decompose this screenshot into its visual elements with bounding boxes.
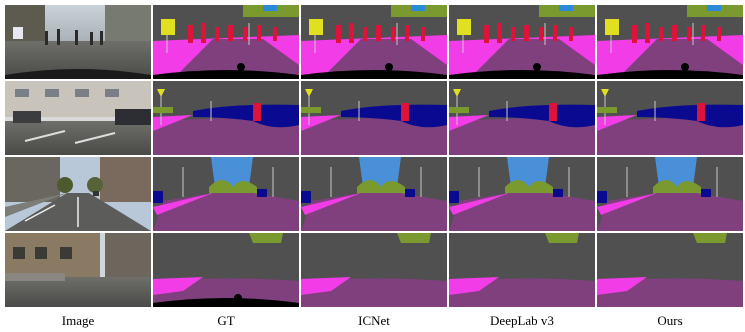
input-photo [5, 157, 151, 231]
column-label: Image [62, 313, 95, 328]
row-3 [5, 157, 743, 231]
segmentation [153, 157, 299, 231]
figure: Image GT ICNet DeepLab v3 Ours [0, 0, 745, 332]
segmentation [301, 233, 447, 307]
row-4 [5, 233, 743, 307]
input-photo [5, 5, 151, 79]
input-photo [5, 81, 151, 155]
segmentation [597, 5, 743, 79]
input-photo [5, 233, 151, 307]
segmentation [597, 81, 743, 155]
column-label: GT [217, 313, 234, 328]
column-labels: Image GT ICNet DeepLab v3 Ours [62, 313, 683, 328]
row-1 [5, 5, 743, 79]
segmentation [301, 5, 447, 79]
segmentation [449, 5, 595, 79]
segmentation [449, 157, 595, 231]
ego-marker [234, 294, 242, 302]
column-label: ICNet [358, 313, 390, 328]
column-label: Ours [657, 313, 682, 328]
segmentation [449, 233, 595, 307]
image-grid [5, 5, 743, 307]
segmentation [449, 81, 595, 155]
segmentation [597, 157, 743, 231]
row-2 [5, 81, 743, 155]
segmentation [153, 5, 299, 79]
segmentation [597, 233, 743, 307]
column-label: DeepLab v3 [490, 313, 554, 328]
segmentation [153, 81, 299, 155]
segmentation [153, 233, 299, 307]
segmentation [301, 81, 447, 155]
segmentation [301, 157, 447, 231]
